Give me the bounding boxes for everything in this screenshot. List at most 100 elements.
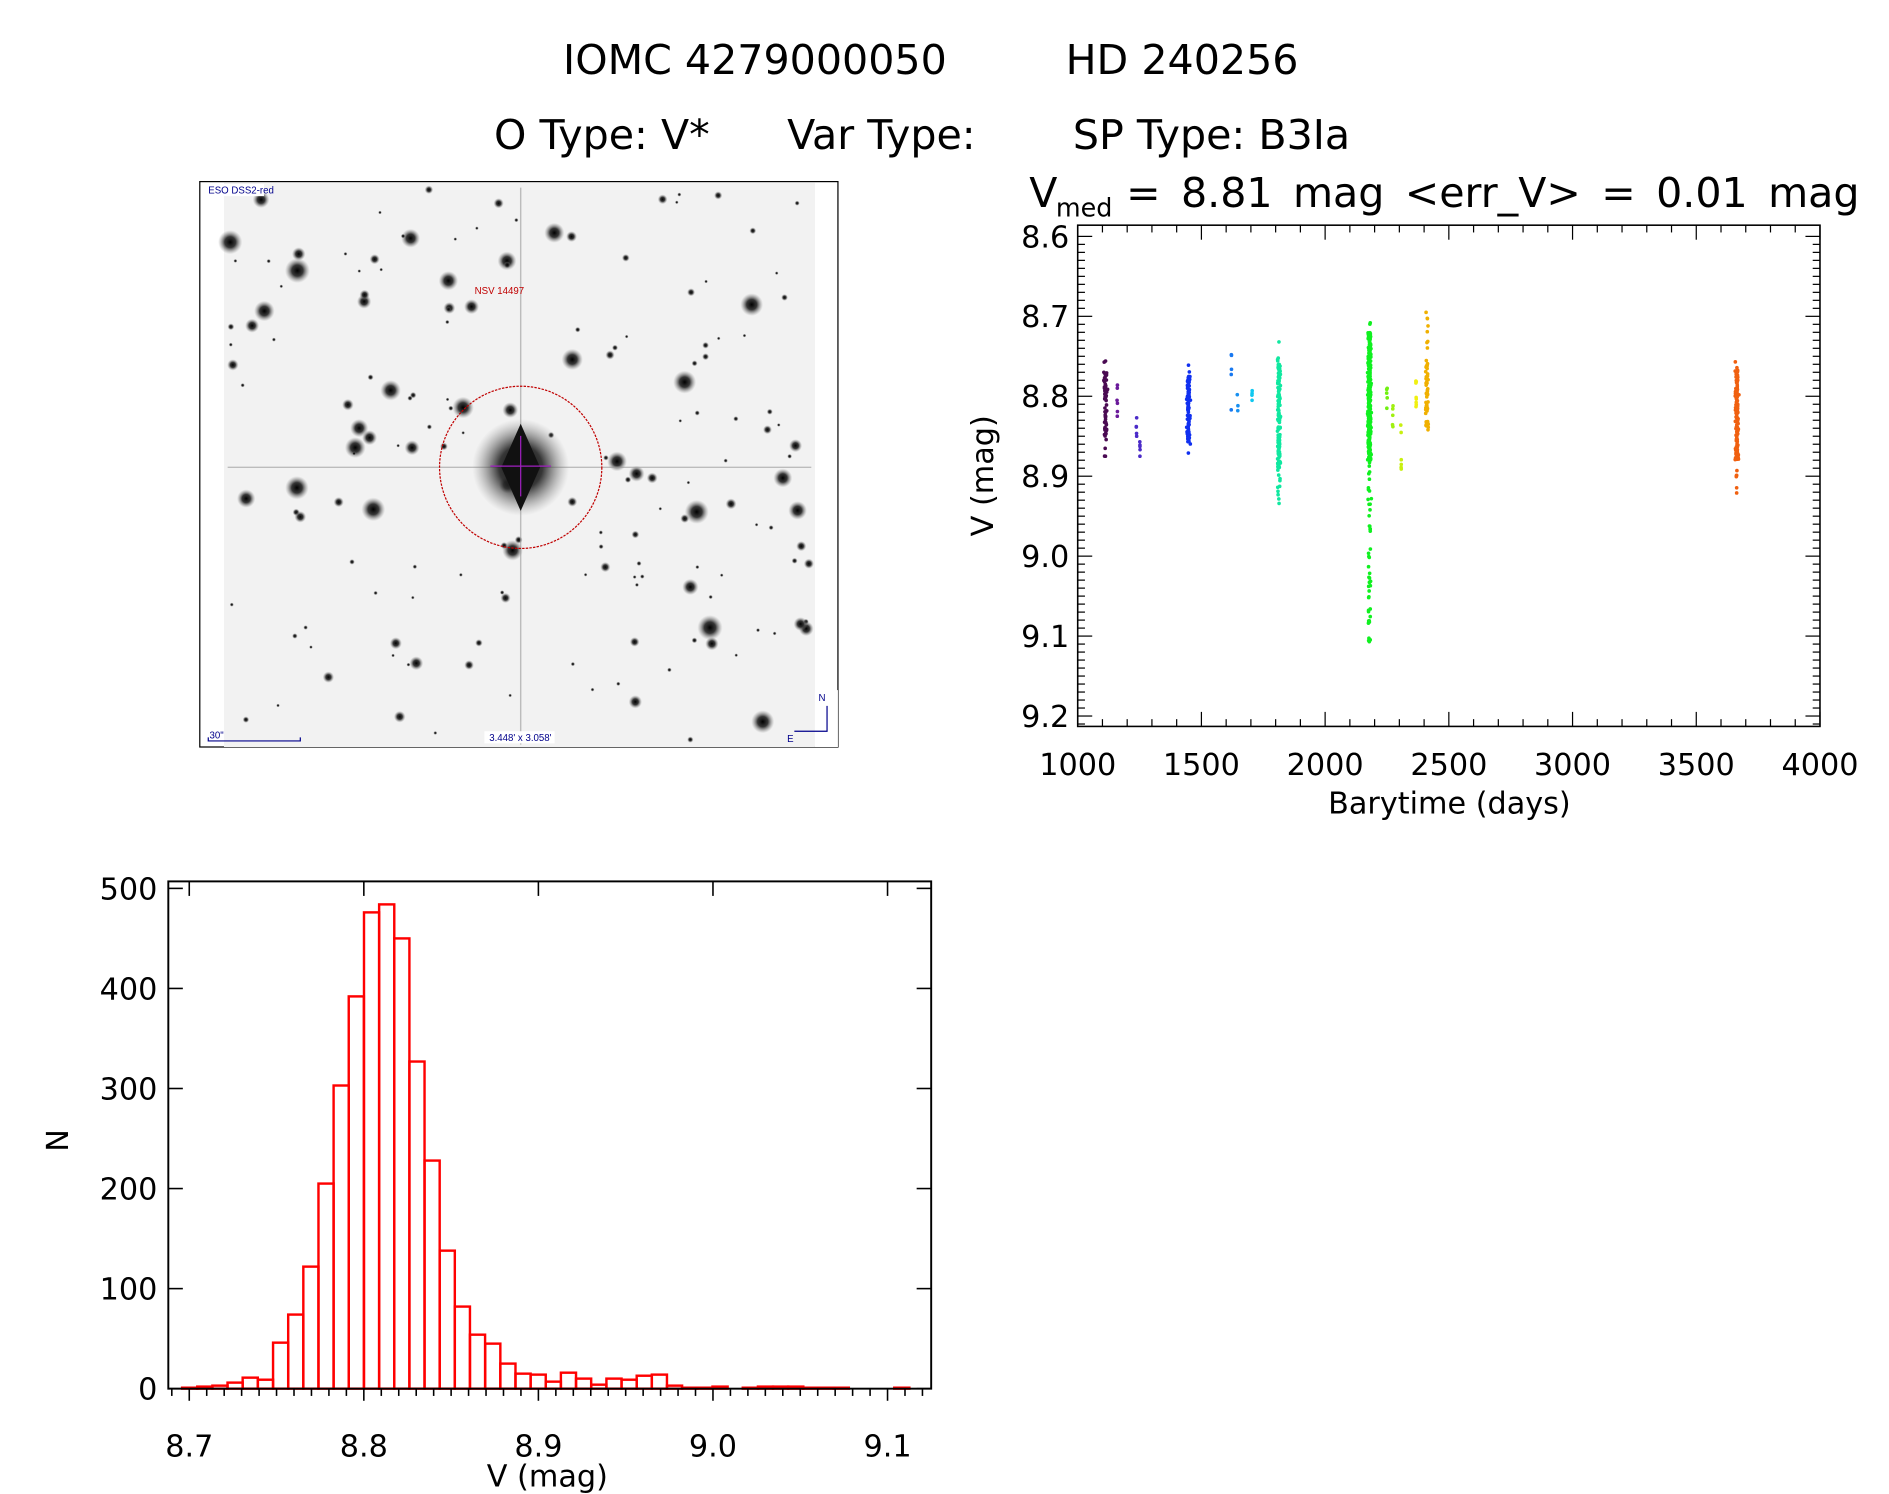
lc-point xyxy=(1115,414,1120,419)
hist-xtick-label: 8.7 xyxy=(165,1429,213,1464)
lc-point xyxy=(1369,496,1374,501)
lc-point xyxy=(1414,397,1419,401)
lc-xtick-label: 1000 xyxy=(1039,748,1116,783)
lc-point xyxy=(1229,408,1234,412)
lc-point xyxy=(1276,407,1281,412)
hist-ytick-label: 100 xyxy=(100,1273,158,1308)
fov-label: 3.448' x 3.058' xyxy=(489,733,551,744)
lc-point xyxy=(1367,477,1372,482)
lc-point xyxy=(1276,489,1280,494)
finder-image: ESO DSS2-red NSV 14497 30" 3.448' x 3.05… xyxy=(199,180,839,748)
histogram-bar xyxy=(635,1374,654,1390)
lc-point xyxy=(1424,374,1429,379)
lc-point xyxy=(1368,334,1373,339)
lc-point xyxy=(1104,432,1108,436)
lc-point xyxy=(1276,468,1280,472)
star xyxy=(611,344,619,351)
star xyxy=(291,247,306,261)
lc-point xyxy=(1103,396,1108,401)
lc-point xyxy=(1236,403,1240,408)
lc-point xyxy=(1115,409,1120,414)
target-circle xyxy=(438,385,603,550)
star xyxy=(401,228,421,248)
histogram-bar xyxy=(514,1372,532,1390)
star xyxy=(667,667,672,673)
lc-point xyxy=(1277,411,1281,416)
lc-point xyxy=(1278,476,1282,481)
lc-point xyxy=(1368,614,1373,619)
lc-point xyxy=(1187,436,1192,440)
lc-point xyxy=(1734,390,1739,395)
histogram-bar xyxy=(529,1373,547,1390)
lc-point xyxy=(1103,410,1108,415)
lc-point xyxy=(1138,447,1142,452)
lc-point xyxy=(1424,383,1429,387)
lc-point xyxy=(1425,346,1430,350)
star xyxy=(342,398,354,411)
lc-point xyxy=(1367,575,1371,580)
star xyxy=(254,300,275,322)
star xyxy=(452,396,474,419)
lc-point xyxy=(1367,513,1371,518)
lc-point xyxy=(1367,416,1371,420)
star xyxy=(309,645,313,649)
lc-point xyxy=(1736,453,1741,457)
east-label: E xyxy=(787,734,794,745)
star xyxy=(493,198,504,209)
hist-plot-frame xyxy=(167,880,933,1390)
histogram-bar xyxy=(332,1084,350,1390)
star xyxy=(404,440,420,456)
lc-point xyxy=(1103,393,1108,398)
lc-point xyxy=(1424,395,1429,399)
lc-point xyxy=(1368,355,1373,359)
histogram-bar xyxy=(241,1376,260,1390)
lc-point xyxy=(1277,451,1281,455)
lc-point xyxy=(1368,322,1372,326)
star xyxy=(359,289,370,300)
lc-point xyxy=(1367,452,1372,456)
lc-point xyxy=(1735,410,1740,414)
star xyxy=(349,559,355,565)
star xyxy=(424,185,434,194)
star xyxy=(438,271,459,291)
scale-bar xyxy=(207,737,301,742)
star xyxy=(285,476,309,500)
lc-point xyxy=(1102,454,1107,458)
star xyxy=(445,306,452,312)
star xyxy=(749,227,757,235)
lc-point xyxy=(1423,411,1428,416)
star xyxy=(719,573,724,578)
star xyxy=(391,653,395,658)
lc-point xyxy=(1104,373,1109,377)
hist-xtick-label: 8.8 xyxy=(340,1429,388,1464)
histogram-bar xyxy=(362,911,381,1390)
lc-point xyxy=(1184,425,1189,430)
lc-point xyxy=(1229,353,1234,358)
histogram-bar xyxy=(438,1249,457,1390)
lc-point xyxy=(1235,408,1240,413)
star xyxy=(632,575,637,579)
star xyxy=(279,284,284,289)
star xyxy=(396,443,400,448)
lc-point xyxy=(1367,424,1372,429)
histogram-bar xyxy=(286,1313,305,1390)
lc-point xyxy=(1186,410,1191,415)
lc-point xyxy=(1134,415,1139,420)
star xyxy=(702,353,710,361)
star xyxy=(755,628,761,633)
lc-point xyxy=(1277,459,1281,463)
lc-point xyxy=(1277,497,1281,501)
star xyxy=(716,336,721,341)
star xyxy=(373,590,378,596)
star xyxy=(598,530,604,535)
star xyxy=(658,506,663,511)
star xyxy=(567,496,578,507)
lc-point xyxy=(1188,374,1192,379)
lc-point xyxy=(1424,310,1428,315)
star xyxy=(657,194,668,205)
histogram-bars xyxy=(180,903,911,1390)
star xyxy=(475,226,479,231)
target-label: NSV 14497 xyxy=(475,286,524,297)
star xyxy=(458,572,463,577)
lc-point xyxy=(1187,416,1191,421)
